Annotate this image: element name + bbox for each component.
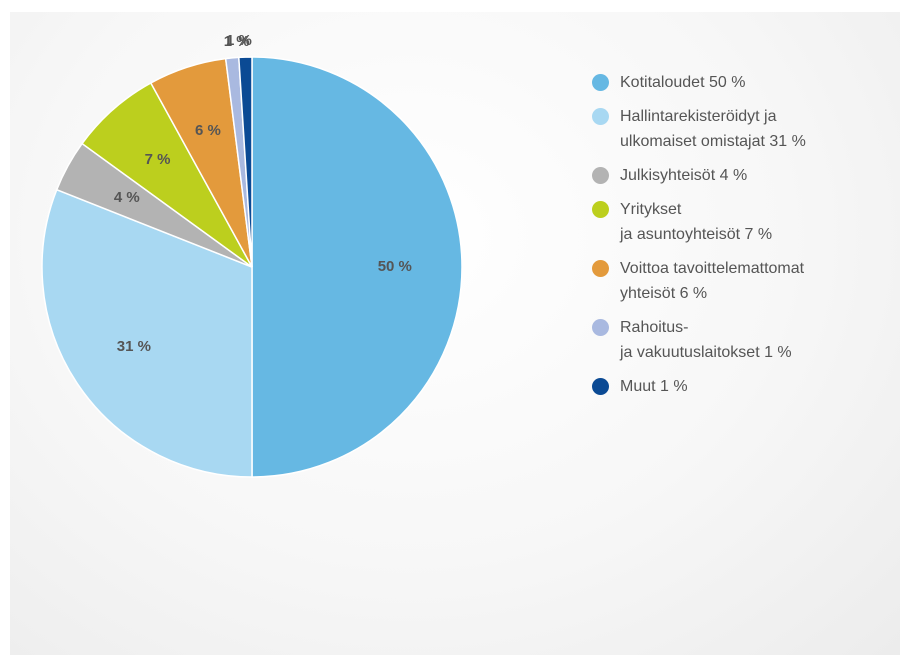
pie-slice (41, 188, 253, 478)
slice-label: 31 % (117, 338, 151, 355)
slice-label: 7 % (145, 151, 171, 168)
legend-swatch (592, 201, 609, 218)
legend-item: Voittoa tavoittelemattomat yhteisöt 6 % (592, 256, 892, 306)
legend: Kotitaloudet 50 % Hallintarekisteröidyt j… (592, 70, 892, 408)
legend-item: Yritykset ja asuntoyhteisöt 7 % (592, 197, 892, 247)
slice-label: 1 % (224, 33, 250, 50)
legend-swatch (592, 260, 609, 277)
slice-label: 1 % (226, 32, 252, 49)
legend-item: Muut 1 % (592, 374, 892, 399)
legend-swatch (592, 319, 609, 336)
legend-swatch (592, 167, 609, 184)
legend-swatch (592, 74, 609, 91)
legend-label: Julkisyhteisöt 4 % (620, 167, 748, 184)
slice-label: 50 % (378, 258, 412, 275)
legend-label: Hallintarekisteröidyt ja ulkomaiset omis… (620, 108, 806, 150)
legend-item: Hallintarekisteröidyt ja ulkomaiset omis… (592, 104, 892, 154)
legend-label: Voittoa tavoittelemattomat yhteisöt 6 % (620, 260, 805, 302)
legend-swatch (592, 108, 609, 125)
legend-item: Julkisyhteisöt 4 % (592, 163, 892, 188)
legend-item: Kotitaloudet 50 % (592, 70, 892, 95)
pie-slice (238, 56, 253, 268)
slice-label: 4 % (114, 189, 140, 206)
legend-label: Yritykset ja asuntoyhteisöt 7 % (620, 201, 773, 243)
legend-label: Rahoitus- ja vakuutuslaitokset 1 % (620, 319, 792, 361)
legend-item: Rahoitus- ja vakuutuslaitokset 1 % (592, 315, 892, 365)
legend-label: Kotitaloudet 50 % (620, 74, 746, 91)
pie-slice (251, 56, 463, 478)
slice-label: 6 % (195, 122, 221, 139)
legend-label: Muut 1 % (620, 378, 688, 395)
legend-swatch (592, 378, 609, 395)
